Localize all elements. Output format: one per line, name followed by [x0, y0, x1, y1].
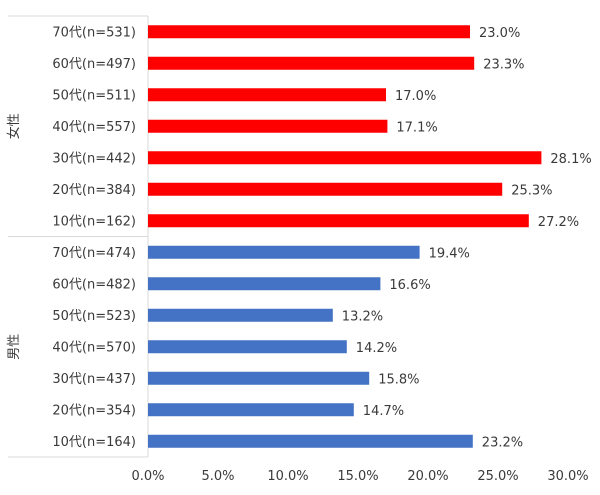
- bar: [148, 56, 475, 70]
- value-label: 16.6%: [389, 278, 430, 293]
- group-label: 女性: [6, 113, 22, 139]
- bar: [148, 403, 354, 417]
- bar: [148, 340, 347, 354]
- value-label: 25.3%: [511, 183, 552, 198]
- value-label: 13.2%: [342, 309, 383, 324]
- bar: [148, 371, 370, 385]
- x-tick-label: 5.0%: [201, 469, 234, 484]
- category-label: 60代(n=482): [52, 277, 136, 292]
- bar: [148, 182, 503, 196]
- bar: [148, 214, 529, 228]
- bar: [148, 88, 386, 102]
- bar: [148, 25, 470, 39]
- value-label: 23.0%: [479, 26, 520, 41]
- category-frame: [8, 15, 149, 458]
- category-label: 10代(n=164): [52, 435, 136, 450]
- value-label: 15.8%: [378, 372, 419, 387]
- category-label: 20代(n=354): [52, 403, 136, 418]
- x-tick-label: 30.0%: [547, 469, 588, 484]
- x-axis-ticks: 0.0% 5.0% 10.0% 15.0% 20.0% 25.0% 30.0%: [131, 469, 588, 484]
- value-label: 23.3%: [483, 57, 524, 72]
- bar: [148, 277, 381, 291]
- category-label: 60代(n=497): [52, 57, 136, 72]
- value-label: 19.4%: [429, 246, 470, 261]
- value-label: 14.7%: [363, 404, 404, 419]
- bar: [148, 434, 473, 448]
- category-labels: 70代(n=531) 60代(n=497) 50代(n=511) 40代(n=557)…: [52, 25, 136, 450]
- value-label: 17.1%: [396, 120, 437, 135]
- category-label: 50代(n=523): [52, 309, 136, 324]
- category-label: 70代(n=474): [52, 246, 136, 261]
- value-label: 17.0%: [395, 89, 436, 104]
- category-label: 10代(n=162): [52, 214, 136, 229]
- x-tick-label: 20.0%: [407, 469, 448, 484]
- bar: [148, 151, 542, 165]
- bar: [148, 119, 388, 133]
- value-label: 23.2%: [482, 435, 523, 450]
- category-label: 40代(n=557): [52, 120, 136, 135]
- value-label: 27.2%: [538, 215, 579, 230]
- group-label: 男性: [7, 334, 22, 360]
- value-labels: 23.0% 23.3% 17.0% 17.1% 28.1% 25.3% 27.2% 19.4%…: [342, 26, 592, 451]
- value-label: 28.1%: [550, 152, 591, 167]
- x-tick-label: 15.0%: [337, 469, 378, 484]
- x-tick-label: 0.0%: [131, 469, 164, 484]
- value-label: 14.2%: [356, 341, 397, 356]
- category-label: 30代(n=442): [52, 151, 136, 166]
- category-label: 50代(n=511): [52, 88, 136, 103]
- bars: [148, 25, 542, 448]
- category-label: 70代(n=531): [52, 25, 136, 40]
- category-label: 40代(n=570): [52, 340, 136, 355]
- bar: [148, 245, 420, 259]
- bar: [148, 308, 333, 322]
- category-label: 20代(n=384): [52, 183, 136, 198]
- x-tick-label: 25.0%: [477, 469, 518, 484]
- category-label: 30代(n=437): [52, 372, 136, 387]
- x-tick-label: 10.0%: [267, 469, 308, 484]
